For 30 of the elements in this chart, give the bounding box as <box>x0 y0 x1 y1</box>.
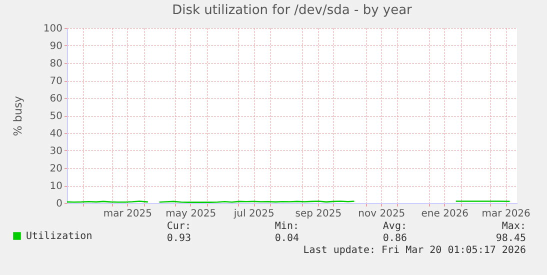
legend-label: Utilization <box>26 231 92 242</box>
y-tick-label: 50 <box>50 111 62 122</box>
text: Avg: <box>382 221 407 232</box>
y-tick-label: 90 <box>50 41 62 52</box>
x-tick-label: ene 2026 <box>421 208 469 220</box>
text: 0.93 <box>166 233 191 244</box>
text: Last update: Fri Mar 20 01:05:17 2026 <box>303 245 526 256</box>
y-tick-label: 0 <box>56 198 62 210</box>
x-tick-label: may 2025 <box>166 208 216 220</box>
text: Cur: <box>166 221 191 232</box>
text: Max: <box>502 221 526 232</box>
y-tick-label: 20 <box>50 164 62 174</box>
y-tick-label: 70 <box>50 76 62 87</box>
y-tick-label: 40 <box>50 128 62 140</box>
y-tick-label: 80 <box>50 58 62 70</box>
text: Min: <box>274 221 299 232</box>
x-tick-label: mar 2025 <box>103 208 152 220</box>
y-tick-label: 100 <box>43 24 62 34</box>
text: 0.04 <box>274 233 299 244</box>
y-tick-label: 30 <box>50 146 62 157</box>
x-tick-label: mar 2026 <box>482 208 530 220</box>
x-tick-label: jul 2025 <box>232 208 274 220</box>
y-axis-title: % busy <box>11 95 24 136</box>
y-tick-label: 60 <box>50 94 62 104</box>
text: 0.86 <box>382 233 407 244</box>
x-tick-label: nov 2025 <box>358 208 406 220</box>
x-tick-label: sep 2025 <box>295 208 342 220</box>
y-tick-label: 10 <box>50 181 62 192</box>
text: 98.45 <box>496 233 526 244</box>
chart-title: Disk utilization for /dev/sda - by year <box>172 3 413 18</box>
